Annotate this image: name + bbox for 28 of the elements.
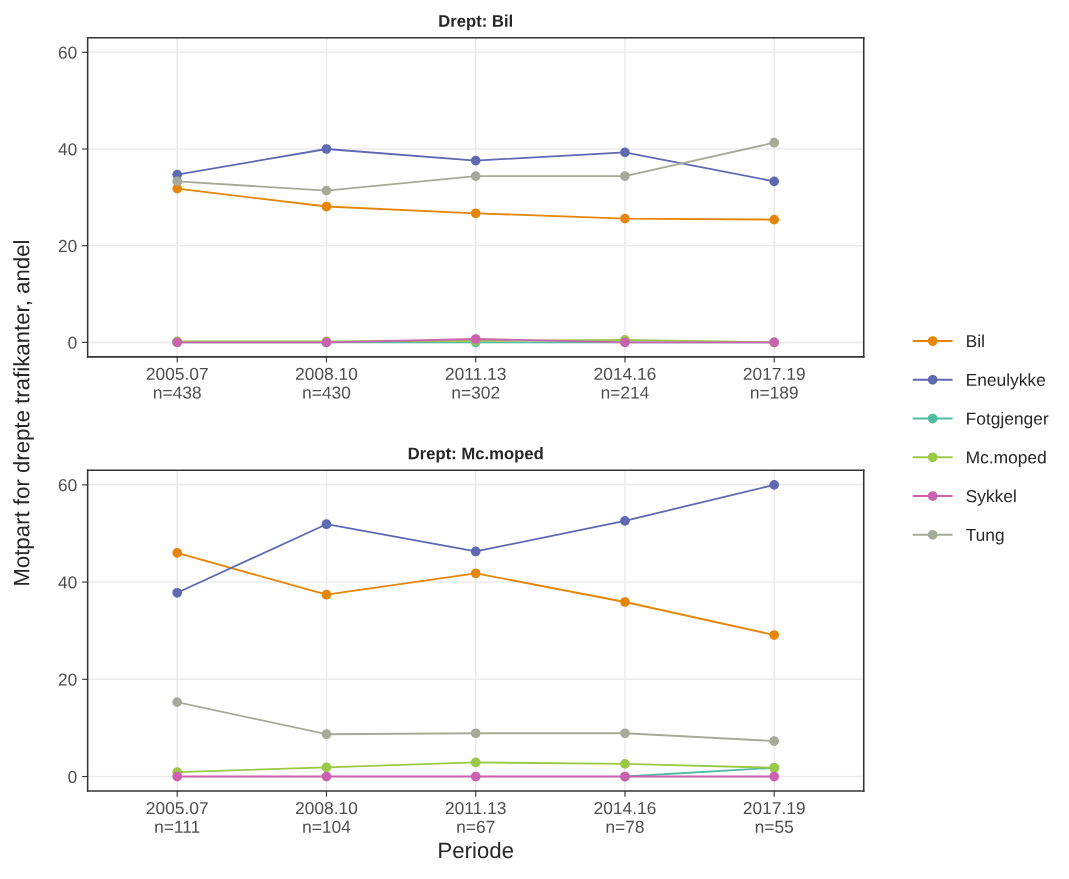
x-tick-label: 2011.13 n=67	[445, 801, 506, 833]
y-tick-label: 20	[58, 239, 77, 253]
y-tick-label: 60	[58, 46, 77, 59]
x-tick-label: 2011.13 n=302	[445, 367, 506, 399]
legend-label: Fotgjenger	[967, 412, 1049, 429]
legend-label: Eneulykke	[967, 373, 1045, 390]
x-tick-label: 2017.19 n=189	[743, 367, 805, 399]
x-axis-title: Periode	[439, 841, 514, 859]
x-tick-label: 2017.19 n=55	[743, 801, 805, 833]
y-tick-label: 20	[58, 673, 77, 686]
y-tick-label: 0	[68, 336, 77, 349]
chart-title: Drept: Bil	[439, 14, 513, 31]
y-tick-label: 60	[58, 479, 77, 492]
y-tick-label: 40	[58, 143, 77, 156]
legend-label: Sykkel	[966, 489, 1016, 506]
x-tick-label: 2014.16 n=78	[594, 801, 656, 833]
x-tick-label: 2005.07 n=111	[146, 801, 208, 833]
x-tick-label: 2008.10 n=104	[295, 801, 358, 833]
y-tick-label: 0	[68, 770, 77, 783]
legend-label: Mc.moped	[967, 450, 1046, 467]
legend-label: Tung	[966, 528, 1004, 545]
x-tick-label: 2005.07 n=438	[146, 367, 208, 399]
x-tick-label: 2008.10 n=430	[295, 367, 358, 399]
chart-title: Drept: Mc.moped	[408, 447, 543, 463]
legend-label: Bil	[967, 334, 984, 348]
y-axis-title: Motpart for drepte trafikanter, andel	[13, 241, 34, 585]
x-tick-label: 2014.16 n=214	[594, 367, 656, 399]
y-tick-label: 40	[58, 576, 77, 589]
